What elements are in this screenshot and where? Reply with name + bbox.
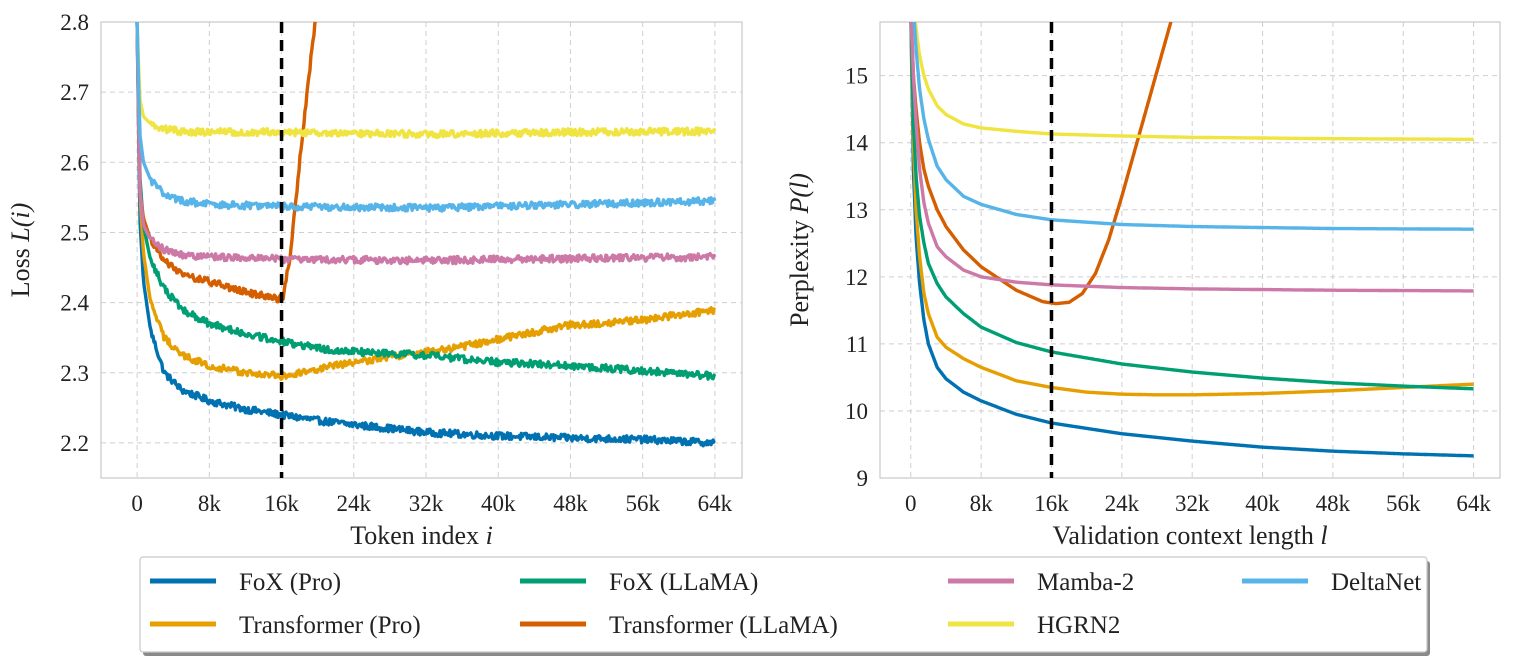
series-line-fox-llama xyxy=(909,22,1476,391)
legend-label: Transformer (LLaMA) xyxy=(609,612,838,639)
x-tick-label: 56k xyxy=(1386,491,1421,516)
y-tick-label: 14 xyxy=(845,131,869,156)
x-tick-label: 64k xyxy=(698,491,733,516)
legend: FoX (Pro) Transformer (Pro) FoX (LLaMA) Tra… xyxy=(139,556,1430,656)
series-line-transformer-pro xyxy=(135,22,716,381)
series-line-deltanet xyxy=(912,22,1476,231)
series-line-transformer-pro xyxy=(909,22,1476,397)
y-tick-label: 13 xyxy=(845,198,868,223)
series-line-hgrn2 xyxy=(913,22,1476,142)
x-tick-label: 8k xyxy=(198,491,222,516)
x-tick-label: 16k xyxy=(264,491,299,516)
series-line-mamba-2 xyxy=(909,22,1476,293)
x-tick-label: 24k xyxy=(1105,491,1140,516)
series-line-transformer-llama xyxy=(909,22,1173,306)
series-line-fox-llama xyxy=(135,22,717,381)
x-tick-label: 48k xyxy=(1316,491,1351,516)
legend-box xyxy=(139,556,1428,653)
y-tick-label: 15 xyxy=(845,64,868,89)
legend-label: FoX (Pro) xyxy=(239,569,341,596)
y-tick-label: 11 xyxy=(846,332,868,357)
x-tick-label: 8k xyxy=(970,491,994,516)
series-line-deltanet xyxy=(135,22,717,213)
y-axis-label: Perplexity P(l) xyxy=(785,173,814,327)
x-tick-label: 40k xyxy=(1245,491,1280,516)
series-line-mamba-2 xyxy=(135,22,717,266)
y-tick-label: 12 xyxy=(845,265,868,290)
x-tick-label: 32k xyxy=(1175,491,1210,516)
series-line-fox-pro xyxy=(135,22,716,448)
y-tick-label: 2.5 xyxy=(60,220,89,245)
x-tick-label: 24k xyxy=(337,491,372,516)
legend-label: DeltaNet xyxy=(1331,569,1421,596)
x-tick-label: 56k xyxy=(625,491,660,516)
legend-label: Mamba-2 xyxy=(1037,569,1134,596)
x-tick-label: 0 xyxy=(131,491,143,516)
legend-label: HGRN2 xyxy=(1037,612,1120,639)
y-tick-label: 9 xyxy=(857,466,869,491)
x-axis-label: Validation context length l xyxy=(1052,521,1327,550)
y-tick-label: 2.8 xyxy=(60,10,89,35)
x-tick-label: 40k xyxy=(481,491,516,516)
legend-label: Transformer (Pro) xyxy=(239,612,421,639)
legend-label: FoX (LLaMA) xyxy=(609,569,758,596)
series-group xyxy=(909,22,1476,458)
series-group xyxy=(135,22,717,448)
x-axis-label: Token index i xyxy=(350,521,493,550)
x-tick-label: 0 xyxy=(905,491,917,516)
x-tick-label: 16k xyxy=(1034,491,1069,516)
x-tick-label: 64k xyxy=(1456,491,1491,516)
y-tick-label: 10 xyxy=(845,399,868,424)
x-tick-label: 48k xyxy=(553,491,588,516)
series-line-hgrn2 xyxy=(135,22,717,140)
axes-frame xyxy=(100,21,743,479)
y-tick-label: 2.3 xyxy=(60,361,89,386)
perplexity-plot: 0 8k 16k 24k 32k 40k 48k 56k 64k 9 10 11 12 13 14 15 Val… xyxy=(785,21,1501,550)
y-tick-label: 2.6 xyxy=(60,150,89,175)
y-tick-label: 2.4 xyxy=(60,291,89,316)
x-tick-label: 32k xyxy=(409,491,444,516)
y-axis-label: Loss L(i) xyxy=(6,203,35,298)
axes-frame xyxy=(879,21,1501,479)
series-line-fox-pro xyxy=(909,22,1476,458)
loss-plot: 0 8k 16k 24k 32k 40k 48k 56k 64k 2.2 2.3 2.4 2.5 2.6 2… xyxy=(6,10,743,550)
y-tick-label: 2.2 xyxy=(60,431,89,456)
y-tick-label: 2.7 xyxy=(60,80,89,105)
